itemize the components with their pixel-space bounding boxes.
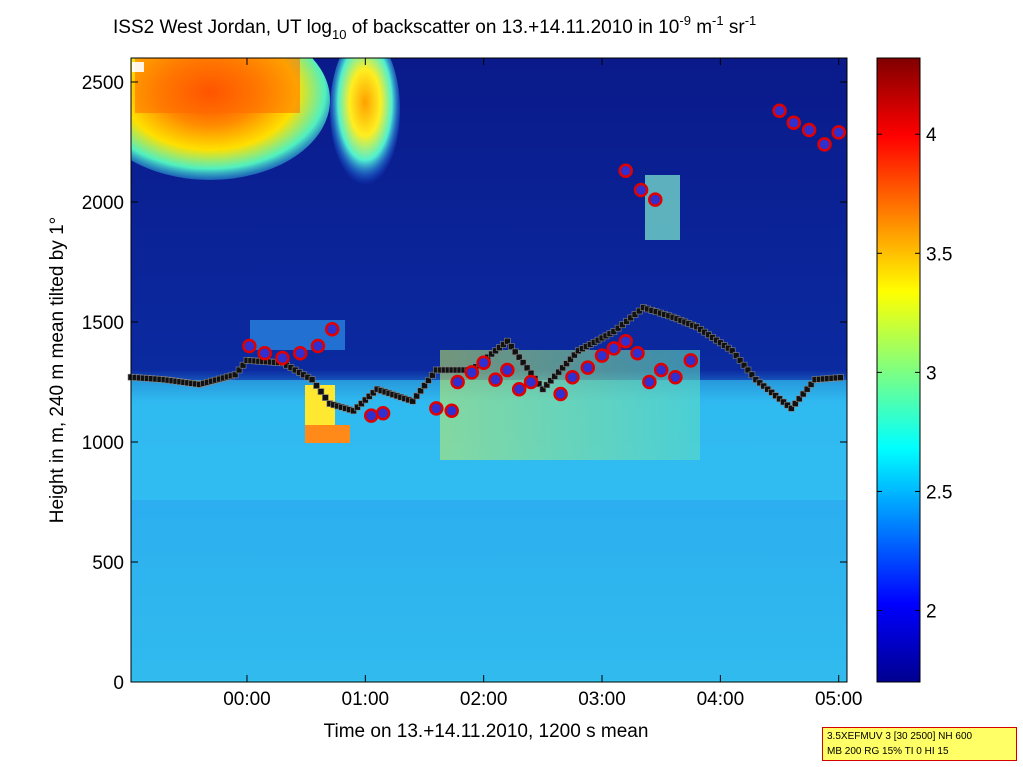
cloud-base-point	[668, 369, 683, 385]
cloud-base-point	[801, 122, 817, 138]
info-line-1: 3.5XEFMUV 3 [30 2500] NH 600	[827, 731, 973, 742]
cloud-base-point	[630, 345, 645, 361]
cloud-base-point	[292, 345, 308, 361]
heatmap-band-lower	[131, 520, 847, 680]
cloud-base-point	[429, 401, 444, 416]
heatmap-upper-patch	[645, 175, 680, 240]
chart-title: ISS2 West Jordan, UT log10 of backscatte…	[113, 13, 756, 42]
cloud-base-point	[450, 374, 465, 390]
cloud-base-point	[324, 321, 340, 337]
cloud-base-point	[500, 362, 515, 378]
colorbar-tick-label: 3	[926, 363, 937, 384]
heatmap-area	[131, 58, 847, 682]
cloud-base-point	[464, 365, 480, 380]
heatmap-oval-layer	[330, 58, 400, 185]
x-axis: 00:00 01:00 02:00 03:00 04:00 05:00	[223, 58, 862, 710]
colorbar-axis: 2 2.5 3 3.5 4	[877, 125, 952, 623]
colorbar-tick-label: 2	[926, 602, 937, 623]
cloud-base-point	[375, 405, 391, 421]
cloud-base-point	[565, 369, 580, 385]
cloud-base-point	[476, 355, 491, 371]
cloud-base-point	[606, 341, 622, 356]
x-tick-label: 04:00	[697, 689, 745, 710]
colorbar-tick-label: 2.5	[926, 482, 952, 503]
cloud-base-point	[444, 403, 459, 419]
cloud-base-point	[683, 353, 699, 368]
y-tick-label: 1000	[82, 433, 124, 454]
cloud-base-point	[594, 348, 610, 363]
cloud-base-point	[363, 408, 379, 423]
x-tick-label: 05:00	[815, 689, 863, 710]
x-tick-label: 01:00	[342, 689, 390, 710]
cloud-base-point	[553, 386, 568, 402]
y-axis-label: Height in m, 240 m mean tilted by 1°	[47, 217, 68, 523]
y-tick-label: 1500	[82, 313, 124, 334]
y-axis: 0 500 1000 1500 2000 2500	[82, 73, 847, 694]
cloud-base-point	[511, 381, 527, 397]
info-line-2: MB 200 RG 15% TI 0 HI 15	[827, 746, 949, 757]
x-tick-label: 02:00	[460, 689, 508, 710]
cloud-base-point	[648, 192, 663, 207]
cloud-base-point	[786, 115, 801, 131]
y-tick-label: 0	[113, 673, 124, 694]
x-axis-label: Time on 13.+14.11.2010, 1200 s mean	[324, 721, 649, 742]
cloud-base-point	[242, 338, 257, 354]
cloud-base-point	[653, 362, 669, 378]
colorbar-tick-label: 4	[926, 125, 937, 146]
cloud-base-point	[633, 182, 649, 198]
colorbar-tick-label: 3.5	[926, 244, 952, 265]
cloud-base-point	[618, 333, 633, 349]
plot-frame	[130, 57, 848, 683]
cloud-base-point	[642, 374, 657, 390]
cloud-base-point	[817, 137, 832, 152]
heatmap-orange-patch	[305, 425, 350, 443]
cloud-base-marks	[242, 103, 846, 423]
x-tick-label: 03:00	[578, 689, 626, 710]
cloud-base-point	[831, 125, 846, 140]
info-box: 3.5XEFMUV 3 [30 2500] NH 600 MB 200 RG 1…	[822, 727, 1017, 761]
cloud-base-point	[580, 360, 596, 375]
cloud-base-point	[257, 345, 272, 361]
x-tick-label: 00:00	[223, 689, 271, 710]
heatmap-hot-cap	[135, 58, 300, 113]
y-tick-label: 500	[92, 553, 124, 574]
cloud-base-point	[523, 374, 539, 390]
cloud-base-point	[275, 350, 290, 366]
cloud-base-point	[618, 163, 633, 179]
cloud-base-point	[772, 103, 787, 119]
y-tick-label: 2000	[82, 193, 124, 214]
colorbar	[876, 57, 921, 683]
cloud-base-point	[488, 372, 503, 387]
cloud-base-point	[310, 338, 326, 354]
y-tick-label: 2500	[82, 73, 124, 94]
